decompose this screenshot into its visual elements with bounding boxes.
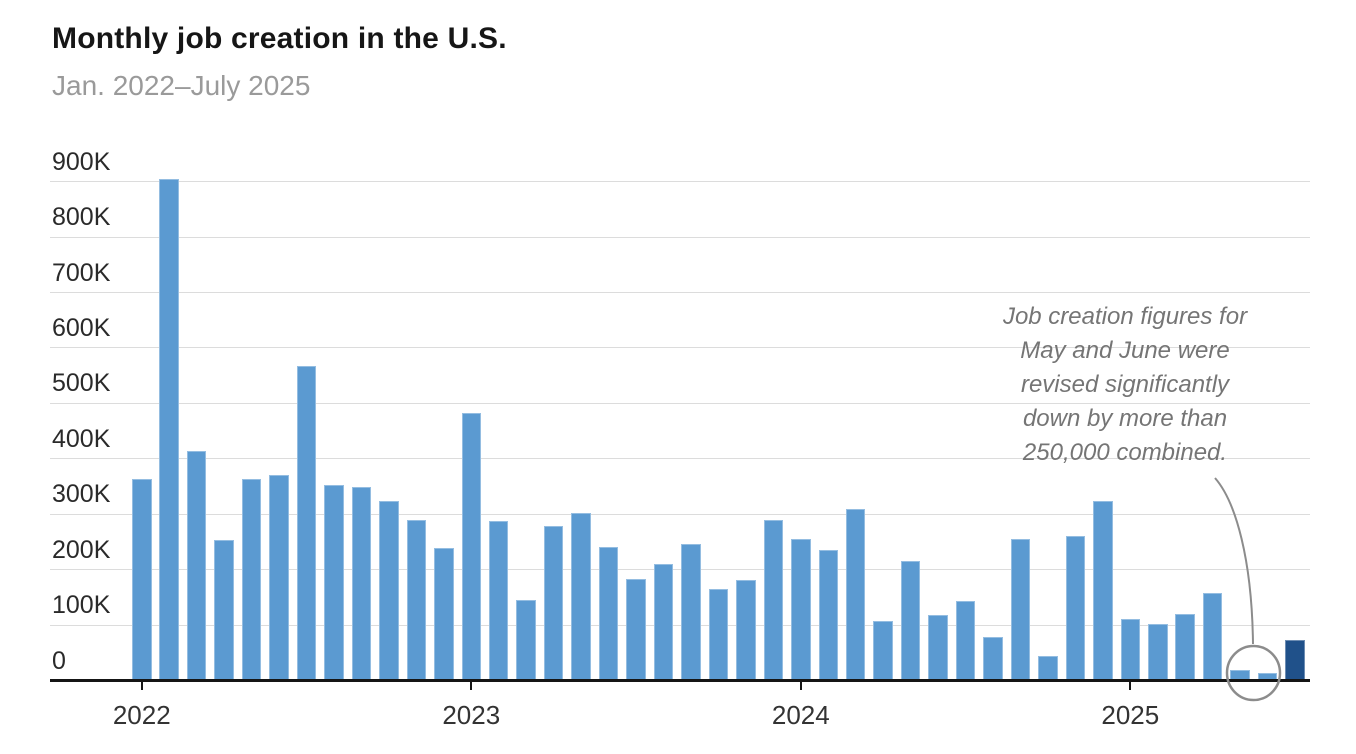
bar-feb-2022 xyxy=(159,179,179,681)
bar-june-2024 xyxy=(928,615,948,681)
gridline-600K xyxy=(50,347,1310,349)
bar-dec-2023 xyxy=(763,519,784,681)
bar-nov-2024 xyxy=(1065,535,1086,681)
bar-june-2022 xyxy=(269,475,289,681)
x-axis-tick-2023 xyxy=(470,682,473,690)
bar-aug-2022 xyxy=(324,485,344,681)
bar-apr-2024 xyxy=(873,620,893,681)
y-axis-label-200K: 200K xyxy=(52,535,111,564)
bar-apr-2025 xyxy=(1202,592,1223,681)
bar-july-2025 xyxy=(1285,640,1305,681)
bar-apr-2023 xyxy=(543,526,564,681)
x-axis-line xyxy=(50,679,1310,682)
gridline-100K xyxy=(50,624,1310,626)
x-axis-label-2024: 2024 xyxy=(771,700,830,730)
y-axis-label-300K: 300K xyxy=(52,480,111,509)
bar-dec-2022 xyxy=(434,548,454,681)
bar-july-2023 xyxy=(626,578,646,681)
x-axis-tick-2025 xyxy=(1129,682,1132,690)
annotation-text: Job creation figures for May and June we… xyxy=(1002,303,1248,466)
bar-jan-2022 xyxy=(132,478,152,681)
bar-jan-2025 xyxy=(1120,618,1141,681)
bar-feb-2024 xyxy=(818,549,838,681)
y-axis-label-0: 0 xyxy=(52,646,66,675)
bar-jan-2024 xyxy=(791,538,811,681)
bar-nov-2023 xyxy=(736,579,756,681)
bar-mar-2024 xyxy=(845,508,866,681)
bar-apr-2022 xyxy=(214,539,234,681)
chart-title: Monthly job creation in the U.S. xyxy=(52,22,507,55)
gridline-800K xyxy=(50,236,1310,238)
y-axis-label-500K: 500K xyxy=(52,369,111,398)
bar-nov-2022 xyxy=(406,519,427,681)
bar-aug-2023 xyxy=(653,564,674,681)
gridline-400K xyxy=(50,458,1310,460)
y-axis-label-600K: 600K xyxy=(52,313,111,342)
bar-mar-2022 xyxy=(186,451,207,681)
bar-july-2024 xyxy=(955,600,976,681)
x-axis-tick-2022 xyxy=(140,682,143,690)
chart-subtitle: Jan. 2022–July 2025 xyxy=(52,70,311,101)
x-axis-label-2022: 2022 xyxy=(112,700,171,730)
y-axis-label-800K: 800K xyxy=(52,203,111,232)
bar-aug-2024 xyxy=(983,637,1003,681)
bar-mar-2023 xyxy=(516,599,536,681)
y-axis-label-700K: 700K xyxy=(52,258,111,287)
gridline-300K xyxy=(50,513,1310,515)
bar-sep-2023 xyxy=(681,544,701,681)
y-axis-label-100K: 100K xyxy=(52,591,111,620)
bar-feb-2025 xyxy=(1148,623,1168,681)
gridline-900K xyxy=(50,181,1310,183)
gridline-700K xyxy=(50,291,1310,293)
bar-jan-2023 xyxy=(461,413,482,681)
x-axis-tick-2024 xyxy=(799,682,802,690)
bar-mar-2025 xyxy=(1175,613,1195,681)
bar-dec-2024 xyxy=(1093,501,1113,681)
bar-oct-2022 xyxy=(379,500,399,681)
bar-sep-2022 xyxy=(351,486,372,681)
bar-may-2023 xyxy=(571,512,591,681)
bar-oct-2024 xyxy=(1038,656,1058,681)
y-axis-label-900K: 900K xyxy=(52,147,111,176)
y-axis-label-400K: 400K xyxy=(52,424,111,453)
gridline-500K xyxy=(50,402,1310,404)
gridline-200K xyxy=(50,569,1310,571)
x-axis-label-2023: 2023 xyxy=(442,700,501,730)
bar-feb-2023 xyxy=(488,521,509,681)
bar-may-2024 xyxy=(900,560,921,681)
bar-june-2023 xyxy=(598,547,619,681)
x-axis-label-2025: 2025 xyxy=(1101,700,1160,730)
bar-july-2022 xyxy=(296,365,317,681)
bar-may-2022 xyxy=(241,478,262,681)
bar-oct-2023 xyxy=(708,589,729,681)
bar-sep-2024 xyxy=(1010,539,1031,681)
